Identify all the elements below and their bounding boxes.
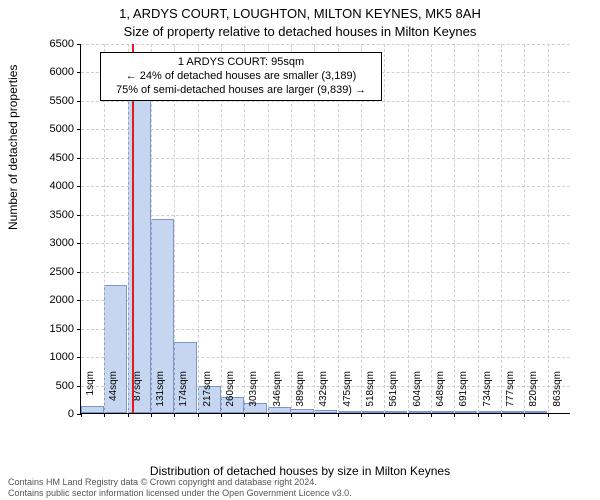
ytick-label: 500 <box>24 380 74 392</box>
ytick-mark <box>77 357 81 358</box>
ytick-mark <box>77 300 81 301</box>
ytick-label: 3000 <box>24 237 74 249</box>
ytick-mark <box>77 44 81 45</box>
xtick-mark <box>128 413 129 417</box>
gridline <box>81 129 570 130</box>
ytick-label: 6000 <box>24 66 74 78</box>
ytick-mark <box>77 329 81 330</box>
xtick-mark <box>431 413 432 417</box>
xtick-label: 604sqm <box>412 371 423 417</box>
annotation-line3: 75% of semi-detached houses are larger (… <box>107 84 375 98</box>
xtick-mark <box>198 413 199 417</box>
xtick-mark <box>501 413 502 417</box>
chart-title-subtitle: Size of property relative to detached ho… <box>0 24 600 39</box>
annotation-box: 1 ARDYS COURT: 95sqm← 24% of detached ho… <box>100 52 382 101</box>
xtick-label: 303sqm <box>248 371 259 417</box>
xtick-mark <box>361 413 362 417</box>
xtick-mark <box>81 413 82 417</box>
xtick-mark <box>104 413 105 417</box>
chart-title-address: 1, ARDYS COURT, LOUGHTON, MILTON KEYNES,… <box>0 6 600 21</box>
xtick-label: 561sqm <box>388 371 399 417</box>
footer-line1: Contains HM Land Registry data © Crown c… <box>8 477 352 487</box>
xtick-mark <box>384 413 385 417</box>
xtick-mark <box>244 413 245 417</box>
ytick-mark <box>77 386 81 387</box>
xtick-label: 863sqm <box>552 371 563 417</box>
xtick-mark <box>221 413 222 417</box>
gridline-v <box>501 44 502 413</box>
annotation-line1: 1 ARDYS COURT: 95sqm <box>107 56 375 70</box>
ytick-label: 2000 <box>24 294 74 306</box>
xtick-mark <box>268 413 269 417</box>
xtick-mark <box>314 413 315 417</box>
gridline <box>81 215 570 216</box>
ytick-label: 5500 <box>24 95 74 107</box>
x-axis-label: Distribution of detached houses by size … <box>0 464 600 478</box>
xtick-label: 217sqm <box>202 371 213 417</box>
chart-container: 1, ARDYS COURT, LOUGHTON, MILTON KEYNES,… <box>0 0 600 500</box>
ytick-mark <box>77 72 81 73</box>
xtick-label: 44sqm <box>108 371 119 417</box>
xtick-mark <box>408 413 409 417</box>
footer-attribution: Contains HM Land Registry data © Crown c… <box>8 477 352 498</box>
gridline <box>81 44 570 45</box>
xtick-label: 777sqm <box>505 371 516 417</box>
gridline-v <box>478 44 479 413</box>
gridline-v <box>548 44 549 413</box>
ytick-mark <box>77 101 81 102</box>
gridline-v <box>524 44 525 413</box>
footer-line2: Contains public sector information licen… <box>8 488 352 498</box>
xtick-label: 820sqm <box>528 371 539 417</box>
ytick-mark <box>77 272 81 273</box>
gridline-v <box>431 44 432 413</box>
xtick-mark <box>454 413 455 417</box>
xtick-label: 734sqm <box>482 371 493 417</box>
ytick-mark <box>77 215 81 216</box>
xtick-label: 389sqm <box>295 371 306 417</box>
ytick-label: 4500 <box>24 152 74 164</box>
xtick-mark <box>524 413 525 417</box>
xtick-label: 475sqm <box>342 371 353 417</box>
xtick-mark <box>548 413 549 417</box>
ytick-label: 1500 <box>24 323 74 335</box>
xtick-label: 131sqm <box>155 371 166 417</box>
xtick-mark <box>174 413 175 417</box>
ytick-label: 6500 <box>24 38 74 50</box>
xtick-label: 691sqm <box>458 371 469 417</box>
gridline-v <box>454 44 455 413</box>
xtick-mark <box>338 413 339 417</box>
xtick-mark <box>478 413 479 417</box>
xtick-mark <box>291 413 292 417</box>
ytick-label: 5000 <box>24 123 74 135</box>
ytick-label: 2500 <box>24 266 74 278</box>
ytick-mark <box>77 243 81 244</box>
gridline-v <box>384 44 385 413</box>
xtick-label: 260sqm <box>225 371 236 417</box>
ytick-label: 4000 <box>24 180 74 192</box>
ytick-label: 0 <box>24 408 74 420</box>
y-axis-label: Number of detached properties <box>6 65 20 230</box>
ytick-mark <box>77 186 81 187</box>
gridline <box>81 186 570 187</box>
xtick-label: 346sqm <box>272 371 283 417</box>
ytick-label: 3500 <box>24 209 74 221</box>
xtick-label: 174sqm <box>178 371 189 417</box>
gridline-v <box>408 44 409 413</box>
ytick-mark <box>77 158 81 159</box>
annotation-line2: ← 24% of detached houses are smaller (3,… <box>107 70 375 84</box>
gridline <box>81 158 570 159</box>
ytick-label: 1000 <box>24 351 74 363</box>
xtick-label: 518sqm <box>365 371 376 417</box>
xtick-mark <box>151 413 152 417</box>
xtick-label: 648sqm <box>435 371 446 417</box>
xtick-label: 432sqm <box>318 371 329 417</box>
xtick-label: 1sqm <box>85 371 96 417</box>
ytick-mark <box>77 129 81 130</box>
